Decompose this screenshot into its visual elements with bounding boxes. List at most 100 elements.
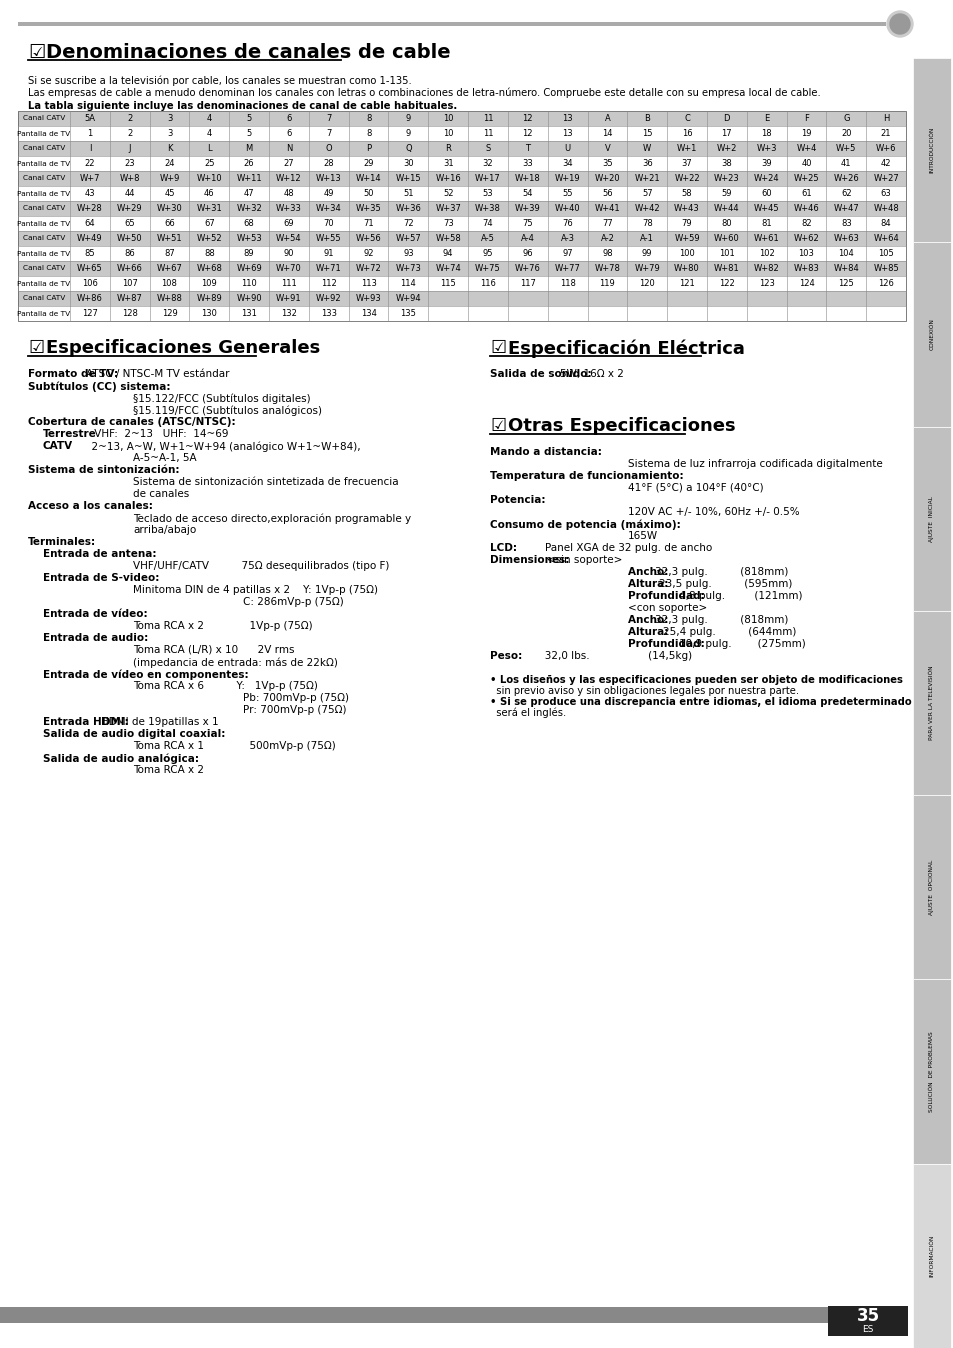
Text: 90: 90 bbox=[283, 249, 294, 257]
Text: 41: 41 bbox=[841, 159, 851, 168]
Text: Profundidad:: Profundidad: bbox=[627, 639, 708, 648]
Text: W+25: W+25 bbox=[793, 174, 819, 183]
Text: A-3: A-3 bbox=[560, 235, 574, 243]
Text: Subtítulos (CC) sistema:: Subtítulos (CC) sistema: bbox=[28, 381, 171, 391]
Text: 58: 58 bbox=[681, 189, 692, 198]
Text: W+77: W+77 bbox=[554, 264, 580, 274]
Text: W+32: W+32 bbox=[236, 204, 262, 213]
Text: A-4: A-4 bbox=[520, 235, 535, 243]
Text: 75: 75 bbox=[522, 218, 533, 228]
Text: Toma RCA x 1              500mVp-p (75Ω): Toma RCA x 1 500mVp-p (75Ω) bbox=[132, 741, 335, 751]
Bar bbox=[912, 58, 950, 243]
Bar bbox=[18, 262, 905, 276]
Text: Canal CATV: Canal CATV bbox=[23, 146, 65, 151]
Text: 6: 6 bbox=[286, 115, 292, 123]
Bar bbox=[18, 111, 905, 125]
Text: G: G bbox=[842, 115, 848, 123]
Text: 37: 37 bbox=[681, 159, 692, 168]
Text: W+44: W+44 bbox=[713, 204, 739, 213]
Text: Terminales:: Terminales: bbox=[28, 537, 96, 547]
Text: 131: 131 bbox=[241, 309, 256, 318]
Text: W+67: W+67 bbox=[156, 264, 182, 274]
Text: Canal CATV: Canal CATV bbox=[23, 295, 65, 302]
Text: <sin soporte>: <sin soporte> bbox=[537, 555, 621, 565]
Text: 2: 2 bbox=[127, 129, 132, 137]
Text: 13: 13 bbox=[561, 129, 573, 137]
Bar bbox=[18, 216, 905, 231]
Text: 80: 80 bbox=[720, 218, 731, 228]
Text: Denominaciones de canales de cable: Denominaciones de canales de cable bbox=[46, 43, 450, 62]
Text: W+64: W+64 bbox=[872, 235, 898, 243]
Text: 60: 60 bbox=[760, 189, 771, 198]
Text: 133: 133 bbox=[320, 309, 336, 318]
Text: 105: 105 bbox=[878, 249, 893, 257]
Text: A-5~A-1, 5A: A-5~A-1, 5A bbox=[132, 453, 196, 462]
Text: F: F bbox=[803, 115, 808, 123]
Text: 110: 110 bbox=[241, 279, 256, 288]
Text: W+59: W+59 bbox=[674, 235, 700, 243]
Text: Toma RCA x 2              1Vp-p (75Ω): Toma RCA x 2 1Vp-p (75Ω) bbox=[132, 621, 313, 631]
Text: VHF/UHF/CATV          75Ω desequilibrados (tipo F): VHF/UHF/CATV 75Ω desequilibrados (tipo F… bbox=[132, 561, 389, 572]
Text: 24: 24 bbox=[164, 159, 174, 168]
Text: 55: 55 bbox=[561, 189, 572, 198]
Text: 89: 89 bbox=[244, 249, 254, 257]
Text: W+8: W+8 bbox=[119, 174, 140, 183]
Text: 117: 117 bbox=[519, 279, 536, 288]
Text: 102: 102 bbox=[758, 249, 774, 257]
Text: H: H bbox=[882, 115, 888, 123]
Text: 35: 35 bbox=[856, 1308, 879, 1325]
Bar bbox=[18, 245, 905, 262]
Text: 64: 64 bbox=[85, 218, 95, 228]
Text: W+10: W+10 bbox=[196, 174, 222, 183]
Text: Peso:: Peso: bbox=[490, 651, 521, 661]
Text: W+43: W+43 bbox=[674, 204, 700, 213]
Text: W+74: W+74 bbox=[435, 264, 460, 274]
Text: 40: 40 bbox=[801, 159, 811, 168]
Bar bbox=[912, 795, 950, 980]
Circle shape bbox=[889, 13, 909, 34]
Text: 35: 35 bbox=[601, 159, 612, 168]
Text: Pantalla de TV: Pantalla de TV bbox=[17, 131, 71, 136]
Text: 3: 3 bbox=[167, 115, 172, 123]
Text: W+92: W+92 bbox=[315, 294, 341, 303]
Text: 45: 45 bbox=[164, 189, 174, 198]
Text: 41°F (5°C) a 104°F (40°C): 41°F (5°C) a 104°F (40°C) bbox=[627, 483, 762, 493]
Text: 120V AC +/- 10%, 60Hz +/- 0.5%: 120V AC +/- 10%, 60Hz +/- 0.5% bbox=[627, 507, 799, 518]
Text: W+79: W+79 bbox=[634, 264, 659, 274]
Text: 95: 95 bbox=[482, 249, 493, 257]
Text: Toma RCA (L/R) x 10      2V rms: Toma RCA (L/R) x 10 2V rms bbox=[132, 644, 294, 655]
Text: W+39: W+39 bbox=[515, 204, 540, 213]
Text: 23: 23 bbox=[124, 159, 135, 168]
Text: 94: 94 bbox=[442, 249, 453, 257]
Text: W+69: W+69 bbox=[236, 264, 262, 274]
Text: B: B bbox=[643, 115, 650, 123]
Text: W+6: W+6 bbox=[875, 144, 896, 154]
Text: 85: 85 bbox=[85, 249, 95, 257]
Text: W+37: W+37 bbox=[435, 204, 460, 213]
Text: V: V bbox=[604, 144, 610, 154]
Text: 165W: 165W bbox=[627, 531, 658, 541]
Text: INTRODUCCIÓN: INTRODUCCIÓN bbox=[928, 127, 934, 174]
Text: 71: 71 bbox=[363, 218, 374, 228]
Text: 99: 99 bbox=[641, 249, 652, 257]
Text: ☑: ☑ bbox=[28, 338, 44, 357]
Text: ☑: ☑ bbox=[28, 43, 46, 62]
Text: 42: 42 bbox=[880, 159, 890, 168]
Text: Temperatura de funcionamiento:: Temperatura de funcionamiento: bbox=[490, 470, 683, 481]
Text: Panel XGA de 32 pulg. de ancho: Panel XGA de 32 pulg. de ancho bbox=[505, 543, 711, 553]
Text: 126: 126 bbox=[878, 279, 893, 288]
Text: Las empresas de cable a menudo denominan los canales con letras o combinaciones : Las empresas de cable a menudo denominan… bbox=[28, 88, 820, 98]
Text: W+56: W+56 bbox=[355, 235, 381, 243]
Text: W+42: W+42 bbox=[634, 204, 659, 213]
Bar bbox=[18, 276, 905, 291]
Text: D: D bbox=[722, 115, 729, 123]
Text: 121: 121 bbox=[679, 279, 694, 288]
Bar bbox=[18, 306, 905, 321]
Text: 69: 69 bbox=[283, 218, 294, 228]
Text: W+54: W+54 bbox=[275, 235, 301, 243]
Text: 10: 10 bbox=[442, 129, 453, 137]
Text: W+34: W+34 bbox=[315, 204, 341, 213]
Text: W+87: W+87 bbox=[116, 294, 143, 303]
Text: 5: 5 bbox=[246, 129, 252, 137]
Text: W+68: W+68 bbox=[196, 264, 222, 274]
